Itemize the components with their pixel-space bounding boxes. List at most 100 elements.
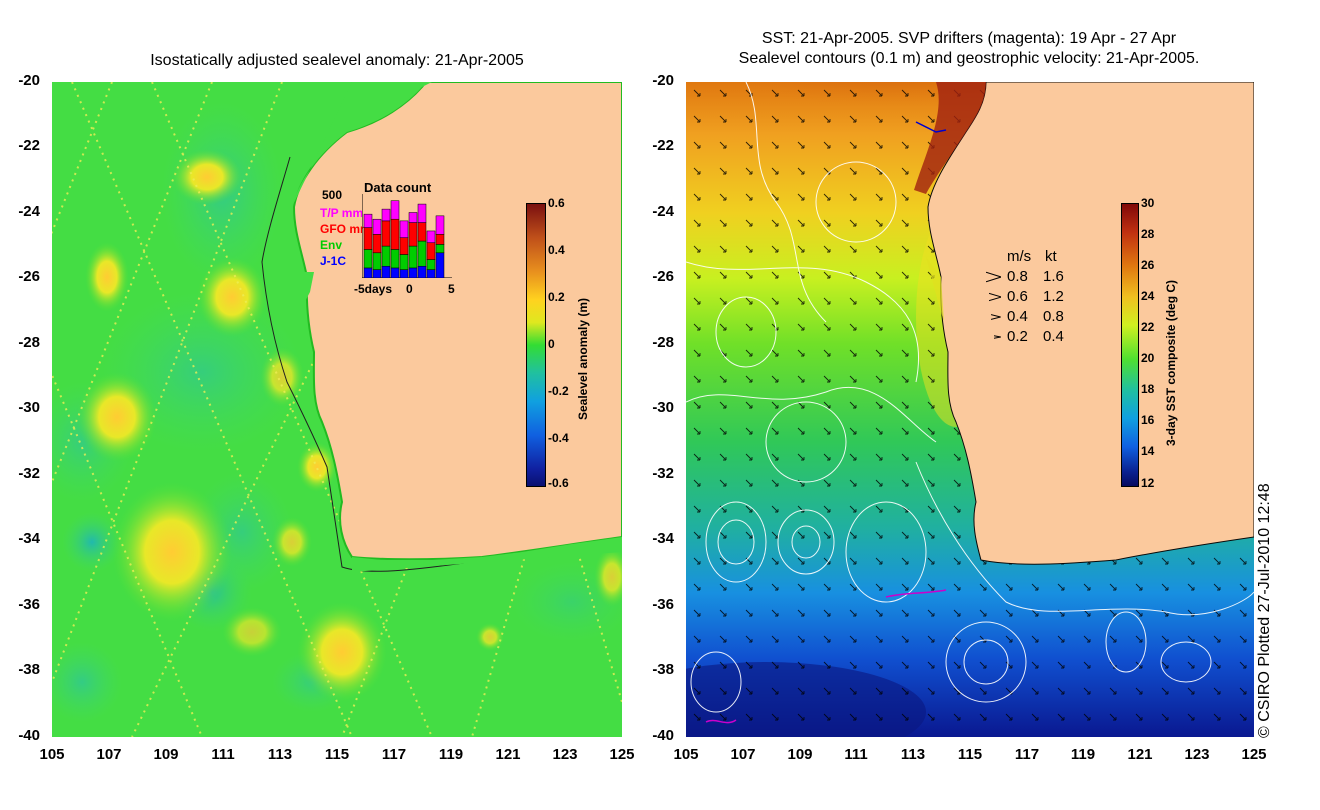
data-count-ymax: 500 <box>322 188 343 202</box>
sealevel-contours <box>686 82 1254 713</box>
drifter-track-sw <box>705 719 737 724</box>
drifter-track-north <box>915 121 947 133</box>
data-count-bar-jc <box>426 269 436 278</box>
left-x-tick: 115 <box>324 746 350 763</box>
right-map[interactable] <box>686 82 1254 737</box>
data-count-bar-env <box>435 244 445 254</box>
left-y-tick: -28 <box>18 334 40 351</box>
left-x-tick: 117 <box>381 746 407 763</box>
data-count-bar-jc <box>399 269 409 278</box>
left-y-tick: -20 <box>18 72 40 89</box>
data-count-bars <box>362 194 452 278</box>
sst-cbar-tick: 30 <box>1141 196 1155 210</box>
left-y-tick: -24 <box>18 203 40 220</box>
sst-cbar-tick: 22 <box>1141 320 1155 334</box>
left-x-tick: 107 <box>96 746 122 763</box>
coastal-warm-strip <box>914 82 986 194</box>
data-count-bar-env <box>381 245 391 267</box>
velocity-kt-value: 1.2 <box>1043 288 1064 305</box>
right-x-tick: 123 <box>1184 746 1210 763</box>
right-x-tick: 117 <box>1014 746 1040 763</box>
data-count-bar-env <box>372 252 382 270</box>
right-y-tick: -26 <box>652 268 674 285</box>
data-count-bar-env <box>426 259 436 270</box>
left-y-tick: -34 <box>18 530 40 547</box>
data-count-bar-gfo <box>426 242 436 260</box>
data-count-bar-env <box>363 249 373 269</box>
sst-cbar-tick: 14 <box>1141 444 1155 458</box>
data-count-bar-tp <box>417 203 427 223</box>
data-count-bar-tp <box>372 218 382 235</box>
anomaly-blobs <box>52 102 622 722</box>
right-x-tick: 109 <box>787 746 813 763</box>
data-count-bar-gfo <box>381 220 391 247</box>
data-count-x-label: 5 <box>448 282 455 296</box>
right-y-tick: -28 <box>652 334 674 351</box>
sst-cbar-tick: 28 <box>1141 227 1155 241</box>
data-count-bar-jc <box>363 267 373 278</box>
data-count-bar-gfo <box>390 218 400 250</box>
sst-colorbar <box>1121 203 1139 487</box>
right-x-tick: 119 <box>1070 746 1096 763</box>
left-y-axis: -20 -22 -24 -26 -28 -30 -32 -34 -36 -38 … <box>4 72 44 752</box>
right-x-tick: 115 <box>957 746 983 763</box>
drifter-track-south <box>885 589 947 598</box>
data-count-inset: Data count 500 T/P mm GFO mm Env J-1C -5… <box>318 178 458 300</box>
legend-j1c: J-1C <box>320 254 347 268</box>
right-y-tick: -38 <box>652 661 674 678</box>
velocity-ms-value: 0.8 <box>1007 268 1028 285</box>
coastal-green-strip <box>292 82 432 207</box>
sst-cbar-tick: 26 <box>1141 258 1155 272</box>
data-count-bar-gfo <box>435 234 445 245</box>
sealevel-cbar-tick: 0 <box>548 337 555 351</box>
right-x-tick: 105 <box>673 746 699 763</box>
left-y-tick: -36 <box>18 596 40 613</box>
right-y-tick: -24 <box>652 203 674 220</box>
sealevel-cbar-tick: 0.4 <box>548 243 565 257</box>
sst-cbar-tick: 20 <box>1141 351 1155 365</box>
left-x-tick: 119 <box>438 746 464 763</box>
data-count-bar-tp <box>399 220 409 238</box>
velocity-kt-value: 0.4 <box>1043 328 1064 345</box>
velocity-kt-value: 1.6 <box>1043 268 1064 285</box>
right-x-tick: 111 <box>844 746 868 763</box>
velocity-arrow-icon <box>988 290 1003 308</box>
credit-text: © CSIRO Plotted 27-Jul-2010 12:48 <box>1256 483 1273 738</box>
left-y-tick: -30 <box>18 399 40 416</box>
sealevel-cbar-label: Sealevel anomaly (m) <box>576 297 590 420</box>
data-count-bar-jc <box>372 269 382 278</box>
sealevel-cbar-tick: 0.2 <box>548 290 565 304</box>
legend-env: Env <box>320 238 343 252</box>
sst-cbar-tick: 24 <box>1141 289 1155 303</box>
right-y-tick: -30 <box>652 399 674 416</box>
velocity-ms-value: 0.2 <box>1007 328 1028 345</box>
data-count-bar-jc <box>390 267 400 278</box>
left-y-tick: -26 <box>18 268 40 285</box>
left-x-tick: 123 <box>552 746 578 763</box>
data-count-bar-jc <box>435 252 445 278</box>
right-x-tick: 125 <box>1241 746 1267 763</box>
sst-cbar-label: 3-day SST composite (deg C) <box>1164 279 1178 446</box>
data-count-bar-tp <box>363 213 373 228</box>
legend-gfo: GFO mm <box>320 222 371 236</box>
right-map-title-line1: SST: 21-Apr-2005. SVP drifters (magenta)… <box>761 30 1177 47</box>
data-count-title: Data count <box>364 180 432 195</box>
data-count-bar-tp <box>390 200 400 220</box>
sst-cbar-tick: 16 <box>1141 413 1155 427</box>
data-count-bar-gfo <box>408 222 418 247</box>
right-x-tick: 113 <box>900 746 926 763</box>
data-count-bar-tp <box>381 208 391 222</box>
sealevel-cbar-tick: -0.4 <box>548 431 569 445</box>
right-y-tick: -32 <box>652 465 674 482</box>
south-coast-fill <box>352 537 622 572</box>
sealevel-cbar-tick: -0.2 <box>548 384 569 398</box>
right-y-tick: -20 <box>652 72 674 89</box>
velocity-legend: m/s kt 0.8 1.6 0.6 1.2 0.4 0.8 0.2 0.4 <box>985 248 1085 348</box>
left-y-tick: -22 <box>18 137 40 154</box>
legend-tp: T/P mm <box>320 206 364 220</box>
data-count-bar-env <box>399 254 409 270</box>
right-x-axis: 105 107 109 111 113 115 117 119 121 123 … <box>666 746 1286 770</box>
sealevel-cbar-tick: -0.6 <box>548 476 569 490</box>
left-x-tick: 109 <box>153 746 179 763</box>
right-y-tick: -34 <box>652 530 674 547</box>
